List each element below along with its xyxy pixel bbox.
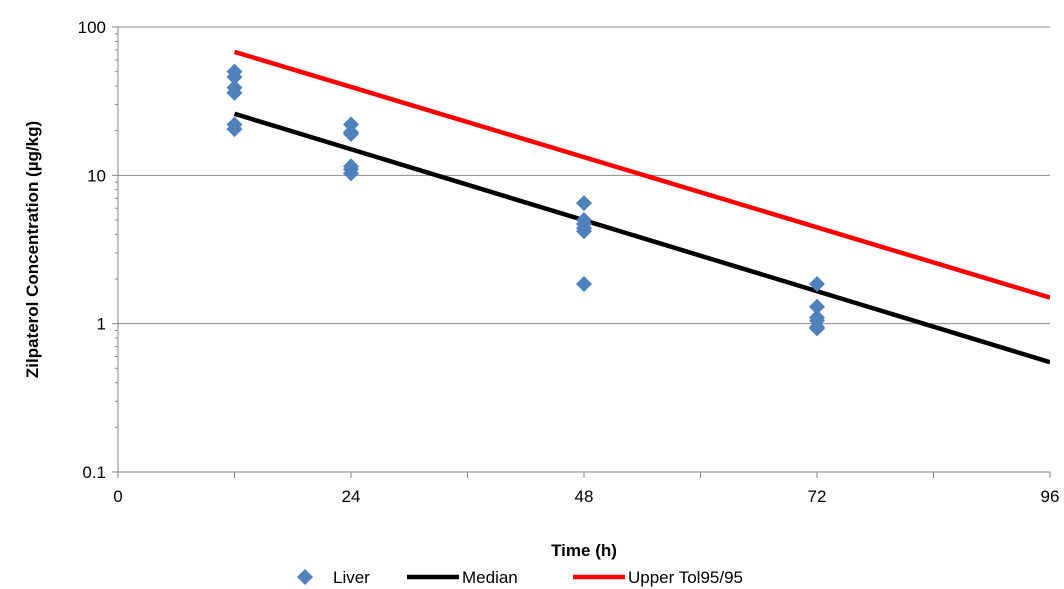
y-tick-label: 100 (78, 18, 106, 37)
data-point-liver (576, 276, 592, 293)
data-point-liver (809, 276, 825, 293)
legend-item-upper-tol95-95: Upper Tol95/95 (573, 568, 743, 587)
series-line-upper-tol95-95 (233, 49, 1050, 300)
data-point-liver (576, 223, 592, 240)
data-point-liver (576, 195, 592, 212)
legend-label-upper-tol95-95: Upper Tol95/95 (628, 568, 743, 587)
data-point-liver (809, 320, 825, 337)
y-axis-title: Zilpaterol Concentration (µg/kg) (23, 121, 42, 378)
data-point-liver (226, 69, 243, 86)
data-point-liver (226, 121, 243, 138)
legend: Liver Median Upper Tol95/95 (297, 568, 743, 587)
legend-marker-liver (297, 569, 313, 585)
y-tick-label: 1 (97, 315, 106, 334)
y-tick-labels: 0.1 1 10 100 (78, 18, 106, 482)
legend-item-median: Median (407, 568, 518, 587)
x-tick-label: 0 (113, 487, 122, 506)
x-tick-label: 72 (808, 487, 827, 506)
axes (112, 26, 1051, 478)
legend-label-median: Median (462, 568, 518, 587)
data-point-liver (343, 165, 359, 182)
y-tick-label: 10 (87, 166, 106, 185)
y-tick-label: 0.1 (82, 463, 106, 482)
x-tick-label: 96 (1041, 487, 1060, 506)
x-tick-label: 48 (575, 487, 594, 506)
series-lines (233, 49, 1050, 365)
x-tick-label: 24 (342, 487, 361, 506)
data-point-liver (809, 298, 825, 315)
legend-item-liver: Liver (297, 568, 370, 587)
x-tick-labels: 0 24 48 72 96 (113, 487, 1059, 506)
gridlines (118, 26, 1050, 325)
x-axis-title: Time (h) (551, 541, 617, 560)
legend-label-liver: Liver (333, 568, 370, 587)
data-point-liver (343, 125, 359, 142)
series-points (226, 63, 825, 337)
series-line-median (233, 111, 1050, 365)
data-point-liver (226, 84, 243, 101)
